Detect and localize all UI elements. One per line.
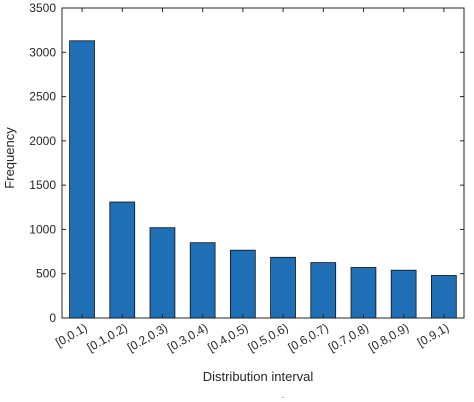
y-tick-label-5: 2500	[29, 90, 56, 104]
y-tick-label-4: 2000	[29, 134, 56, 148]
x-tick-label-5: [0.5,0.6)	[245, 320, 290, 354]
x-tick-label-9: [0.9,1)	[415, 320, 451, 349]
bars	[69, 40, 457, 319]
y-tick-label-6: 3000	[29, 45, 56, 59]
bar-7	[350, 267, 377, 319]
x-tick-label-1: [0.1,0.2)	[85, 320, 130, 354]
footer-mark: -	[282, 392, 285, 402]
bar-5	[270, 256, 296, 319]
x-tick-label-6: [0.6,0.7)	[286, 320, 331, 354]
bar-8	[390, 269, 417, 319]
x-axis-label: Distribution interval	[203, 369, 314, 384]
x-tick-label-0: [0,0.1)	[53, 320, 89, 349]
y-tick-label-7: 3500	[29, 1, 56, 15]
y-axis-label: Frequency	[2, 127, 17, 189]
bar-1	[109, 201, 136, 319]
y-tick-label-1: 500	[36, 267, 56, 281]
bar-4	[229, 249, 256, 319]
bar-0	[69, 40, 95, 319]
x-tick-label-7: [0.7,0.8)	[326, 320, 371, 354]
bar-2	[149, 227, 176, 319]
y-tick-label-2: 1000	[29, 222, 56, 236]
x-tick-label-3: [0.3,0.4)	[165, 320, 210, 354]
x-tick-label-8: [0.8,0.9)	[366, 320, 411, 354]
x-tick-label-2: [0.2,0.3)	[125, 320, 170, 354]
bar-3	[189, 242, 216, 319]
y-tick-label-0: 0	[49, 311, 56, 325]
y-ticks: 0 500 1000 1500 2000 2500 3000 3500	[29, 1, 464, 325]
y-tick-label-3: 1500	[29, 178, 56, 192]
x-tick-label-4: [0.4,0.5)	[205, 320, 250, 354]
bar-6	[310, 262, 337, 319]
bar-9	[430, 275, 457, 319]
